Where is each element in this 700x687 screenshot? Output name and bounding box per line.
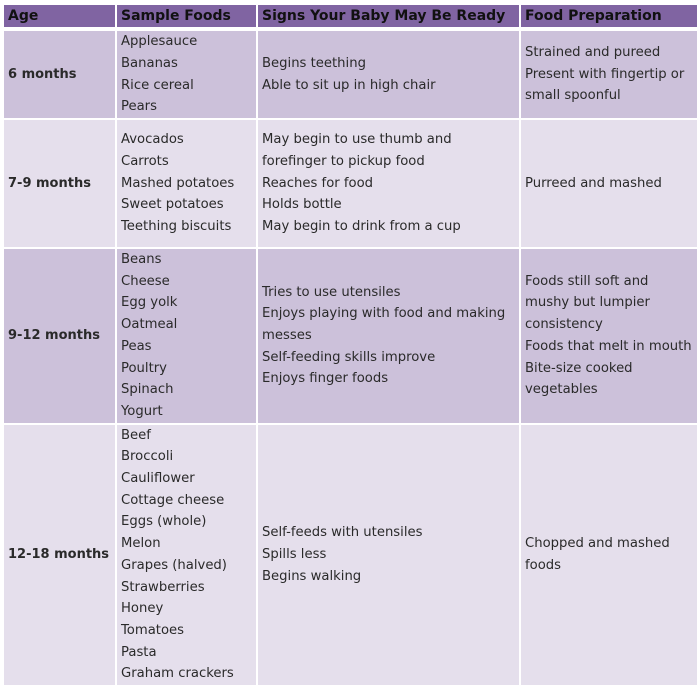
food-item: Avocados — [121, 132, 184, 148]
preparation-item: foods — [525, 557, 562, 573]
foods-cell: Beans Cheese Egg yolk Oatmeal Peas Poult… — [117, 249, 258, 425]
food-item: Poultry — [121, 360, 167, 376]
sign-item: May begin to use thumb and — [262, 132, 452, 148]
food-item: Broccoli — [121, 449, 174, 465]
food-item: Oatmeal — [121, 317, 178, 333]
food-item: Graham crackers — [121, 666, 234, 682]
food-item: Melon — [121, 536, 161, 552]
food-item: Cheese — [121, 273, 170, 289]
preparation-cell: Purreed and mashed — [521, 120, 697, 249]
age-cell: 6 months — [4, 31, 117, 120]
age-cell: 7-9 months — [4, 120, 117, 249]
food-item: Strawberries — [121, 579, 205, 595]
foods-cell: Applesauce Bananas Rice cereal Pears — [117, 31, 258, 120]
preparation-item: small spoonful — [525, 88, 621, 104]
food-item: Beef — [121, 427, 151, 443]
food-item: Cauliflower — [121, 471, 195, 487]
preparation-item: consistency — [525, 317, 603, 333]
food-item: Yogurt — [121, 403, 163, 419]
foods-cell: Avocados Carrots Mashed potatoes Sweet p… — [117, 120, 258, 249]
header-food-preparation: Food Preparation — [521, 5, 697, 31]
baby-food-table: Age Sample Foods Signs Your Baby May Be … — [4, 5, 697, 687]
food-item: Egg yolk — [121, 295, 178, 311]
food-item: Beans — [121, 252, 162, 267]
sign-item: Able to sit up in high chair — [262, 77, 436, 93]
foods-cell: Beef Broccoli Cauliflower Cottage cheese… — [117, 424, 258, 687]
preparation-item: Foods still soft and — [525, 273, 649, 289]
food-item: Carrots — [121, 153, 169, 169]
signs-cell: Self-feeds with utensiles Spills less Be… — [258, 424, 521, 687]
signs-cell: May begin to use thumb and forefinger to… — [258, 120, 521, 249]
sign-item: messes — [262, 327, 312, 343]
table-row: 12-18 months Beef Broccoli Cauliflower C… — [4, 424, 697, 687]
sign-item: Begins teething — [262, 55, 366, 71]
table-row: 6 months Applesauce Bananas Rice cereal … — [4, 31, 697, 120]
preparation-item: mushy but lumpier — [525, 295, 650, 311]
food-item: Mashed potatoes — [121, 175, 235, 191]
sign-item: Tries to use utensiles — [262, 284, 401, 300]
preparation-cell: Foods still soft and mushy but lumpier c… — [521, 249, 697, 425]
signs-cell: Tries to use utensiles Enjoys playing wi… — [258, 249, 521, 425]
food-item: Eggs (whole) — [121, 514, 207, 530]
food-item: Teething biscuits — [121, 219, 232, 235]
food-item: Rice cereal — [121, 77, 194, 93]
sign-item: Begins walking — [262, 568, 362, 584]
preparation-cell: Chopped and mashed foods — [521, 424, 697, 687]
header-signs-ready: Signs Your Baby May Be Ready — [258, 5, 521, 31]
food-item: Cottage cheese — [121, 492, 225, 508]
food-item: Tomatoes — [121, 622, 185, 638]
header-sample-foods: Sample Foods — [117, 5, 258, 31]
sign-item: Holds bottle — [262, 197, 342, 213]
food-item: Grapes (halved) — [121, 557, 227, 573]
preparation-item: vegetables — [525, 382, 598, 398]
food-item: Spinach — [121, 382, 174, 398]
sign-item: Self-feeding skills improve — [262, 349, 436, 365]
food-item: Sweet potatoes — [121, 197, 224, 213]
preparation-item: Foods that melt in mouth — [525, 338, 692, 354]
signs-cell: Begins teething Able to sit up in high c… — [258, 31, 521, 120]
preparation-item: Strained and pureed — [525, 44, 661, 60]
table-row: 7-9 months Avocados Carrots Mashed potat… — [4, 120, 697, 249]
sign-item: Enjoys finger foods — [262, 371, 389, 387]
sign-item: May begin to drink from a cup — [262, 219, 461, 235]
preparation-item: Purreed and mashed — [525, 175, 662, 191]
sign-item: Self-feeds with utensiles — [262, 525, 423, 541]
preparation-item: Bite-size cooked — [525, 360, 633, 376]
header-age: Age — [4, 5, 117, 31]
preparation-cell: Strained and pureed Present with fingert… — [521, 31, 697, 120]
age-cell: 9-12 months — [4, 249, 117, 425]
sign-item: forefinger to pickup food — [262, 153, 425, 169]
food-item: Applesauce — [121, 34, 198, 50]
food-item: Peas — [121, 338, 152, 354]
preparation-item: Chopped and mashed — [525, 536, 670, 552]
sign-item: Reaches for food — [262, 175, 374, 191]
food-item: Bananas — [121, 55, 178, 71]
food-item: Pasta — [121, 644, 157, 660]
header-row: Age Sample Foods Signs Your Baby May Be … — [4, 5, 697, 31]
sign-item: Spills less — [262, 546, 327, 562]
age-cell: 12-18 months — [4, 424, 117, 687]
table-row: 9-12 months Beans Cheese Egg yolk Oatmea… — [4, 249, 697, 425]
preparation-item: Present with fingertip or — [525, 66, 685, 82]
food-item: Pears — [121, 99, 157, 115]
sign-item: Enjoys playing with food and making — [262, 306, 506, 322]
food-item: Honey — [121, 601, 164, 617]
